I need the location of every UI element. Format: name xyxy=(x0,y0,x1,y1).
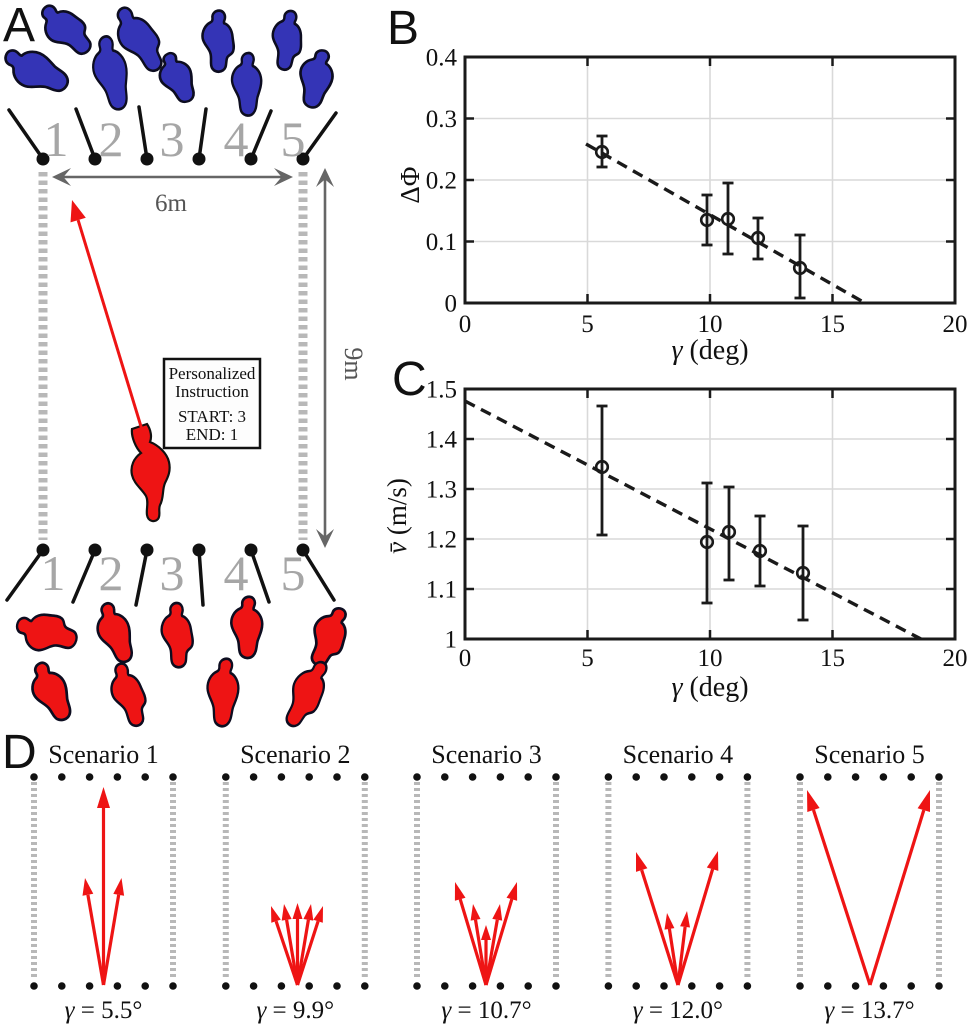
svg-text:1.1: 1.1 xyxy=(426,577,457,604)
svg-text:10: 10 xyxy=(698,311,723,338)
svg-text:1: 1 xyxy=(445,627,458,654)
svg-text:Scenario 1: Scenario 1 xyxy=(48,740,158,769)
svg-text:5: 5 xyxy=(281,111,306,167)
svg-text:6m: 6m xyxy=(155,190,188,217)
svg-text:20: 20 xyxy=(943,645,968,672)
svg-text:4: 4 xyxy=(224,111,249,167)
svg-text:5: 5 xyxy=(581,311,594,338)
svg-text:15: 15 xyxy=(820,645,845,672)
svg-text:D: D xyxy=(2,726,37,779)
svg-text:Instruction: Instruction xyxy=(175,382,249,401)
svg-text:1.5: 1.5 xyxy=(426,377,457,404)
svg-text:END: 1: END: 1 xyxy=(186,425,238,444)
svg-text:10: 10 xyxy=(698,645,723,672)
svg-text:1.3: 1.3 xyxy=(426,477,457,504)
svg-text:γ (deg): γ (deg) xyxy=(671,335,748,366)
svg-text:2: 2 xyxy=(99,111,124,167)
svg-text:A: A xyxy=(3,0,35,52)
svg-text:4: 4 xyxy=(224,545,249,601)
svg-text:20: 20 xyxy=(943,311,968,338)
svg-text:Scenario 5: Scenario 5 xyxy=(814,740,924,769)
svg-text:Scenario 3: Scenario 3 xyxy=(431,740,541,769)
svg-text:15: 15 xyxy=(820,311,845,338)
svg-text:γ = 10.7°: γ = 10.7° xyxy=(441,997,531,1024)
svg-text:γ = 9.9°: γ = 9.9° xyxy=(256,997,334,1024)
svg-text:1.4: 1.4 xyxy=(426,427,458,454)
svg-text:0: 0 xyxy=(459,311,472,338)
svg-text:0.2: 0.2 xyxy=(426,168,457,195)
svg-text:0: 0 xyxy=(459,645,472,672)
svg-text:0.4: 0.4 xyxy=(426,45,458,72)
svg-text:Scenario 4: Scenario 4 xyxy=(623,740,733,769)
svg-text:0: 0 xyxy=(445,291,458,318)
svg-text:1: 1 xyxy=(41,545,66,601)
svg-text:9m: 9m xyxy=(339,347,368,380)
svg-text:1: 1 xyxy=(44,111,69,167)
svg-text:γ = 13.7°: γ = 13.7° xyxy=(824,997,914,1024)
svg-text:B: B xyxy=(387,2,419,55)
svg-text:ΔΦ: ΔΦ xyxy=(395,166,425,203)
svg-text:3: 3 xyxy=(160,111,185,167)
svg-text:Personalized: Personalized xyxy=(169,364,256,383)
svg-text:3: 3 xyxy=(160,545,185,601)
svg-text:1.2: 1.2 xyxy=(426,527,457,554)
svg-text:2: 2 xyxy=(99,545,124,601)
svg-text:0.1: 0.1 xyxy=(426,229,457,256)
svg-text:C: C xyxy=(392,353,427,406)
svg-text:0.3: 0.3 xyxy=(426,106,457,133)
svg-text:5: 5 xyxy=(581,645,594,672)
svg-text:5: 5 xyxy=(281,545,306,601)
svg-text:γ = 5.5°: γ = 5.5° xyxy=(65,997,143,1024)
svg-text:Scenario 2: Scenario 2 xyxy=(240,740,350,769)
svg-text:v̄ (m/s): v̄ (m/s) xyxy=(382,478,412,554)
svg-text:γ (deg): γ (deg) xyxy=(671,672,748,703)
svg-text:γ = 12.0°: γ = 12.0° xyxy=(633,997,723,1024)
svg-text:START: 3: START: 3 xyxy=(178,407,246,426)
